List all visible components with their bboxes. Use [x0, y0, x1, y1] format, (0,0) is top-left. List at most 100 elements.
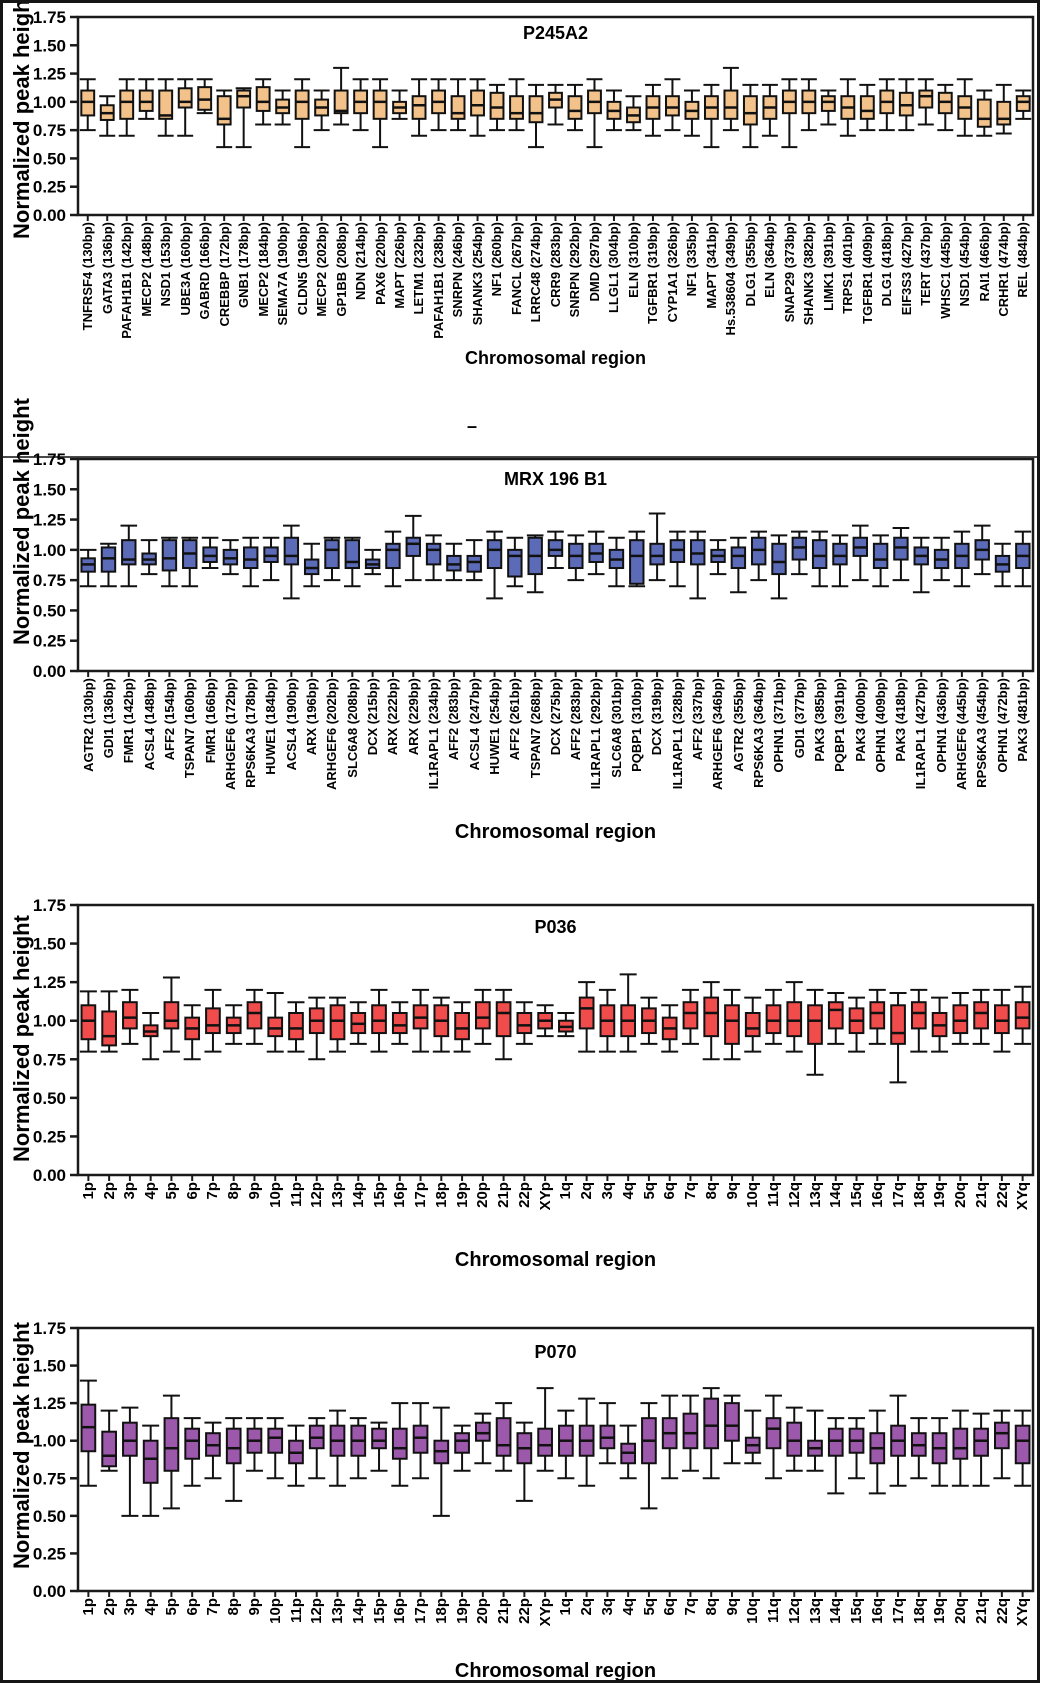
box-glyph [791, 530, 808, 677]
box-glyph [364, 548, 381, 677]
box-glyph [640, 996, 658, 1181]
x-tick-label: 4q [619, 1598, 637, 1616]
x-tick-label: RPS6KA3 (364bp) [750, 678, 766, 788]
panel-divider-line [3, 456, 1037, 458]
panel-title: P245A2 [523, 23, 588, 43]
iqr-box [101, 1010, 117, 1047]
box-glyph [547, 83, 564, 221]
box-glyph [384, 530, 402, 677]
iqr-box [994, 1421, 1010, 1450]
x-tick-label: 21p [495, 1182, 513, 1208]
y-tick-label: 0.25 [33, 178, 66, 197]
x-tick-label: 21q [972, 1598, 990, 1624]
box-glyph [892, 527, 910, 677]
box-glyph [79, 990, 97, 1181]
x-tick-label: 21q [972, 1182, 990, 1208]
x-tick-label: 1q [557, 1598, 575, 1616]
box-glyph [619, 1424, 637, 1597]
stray-dash-artifact: – [467, 416, 478, 436]
box-glyph [937, 83, 954, 221]
x-tick-label: IL1RAPL1 (292bp) [588, 678, 604, 790]
iqr-box [786, 1421, 803, 1457]
y-tick-label: 0.25 [33, 1544, 66, 1563]
iqr-box [723, 89, 739, 120]
box-glyph [453, 1001, 471, 1181]
box-glyph [235, 87, 252, 221]
iqr-box [765, 1004, 782, 1035]
y-tick-label: 0.50 [33, 1089, 66, 1108]
iqr-box [1014, 1424, 1031, 1465]
x-tick-label: 18p [432, 1598, 450, 1624]
x-axis-title-panel2: Chromosomal region [454, 821, 657, 843]
x-tick-label: 17p [412, 1598, 430, 1624]
x-tick-label: AFF2 (337bp) [690, 678, 706, 761]
x-tick-label: CRR9 (283bp) [547, 222, 563, 308]
box-glyph [118, 78, 135, 221]
x-tick-label: 8q [702, 1598, 720, 1616]
iqr-box [372, 89, 388, 120]
box-glyph [800, 78, 817, 221]
y-tick-label: 1.25 [33, 65, 66, 84]
box-glyph [161, 536, 178, 677]
box-glyph [953, 530, 971, 677]
x-tick-label: MECP2 (184bp) [255, 222, 271, 317]
iqr-box [1015, 95, 1031, 112]
box-glyph [868, 1409, 886, 1597]
x-axis-title-panel4: Chromosomal region [454, 1660, 657, 1682]
x-tick-label: CLDN5 (196bp) [294, 222, 310, 316]
x-tick-label: 7q [682, 1182, 700, 1200]
x-tick-label: Hs.538604 (349bp) [723, 222, 739, 336]
box-glyph [329, 1409, 347, 1597]
box-glyph [851, 524, 869, 677]
iqr-box [976, 98, 992, 128]
x-tick-label: ARHGEF6 (445bp) [954, 678, 970, 790]
box-glyph [450, 78, 467, 221]
x-tick-label: 2p [100, 1182, 118, 1200]
x-tick-label: OPHN1 (436bp) [933, 678, 949, 773]
box-glyph [910, 1417, 928, 1597]
iqr-box [142, 1439, 159, 1484]
x-tick-label: 9p [246, 1182, 263, 1200]
iqr-box [742, 95, 758, 126]
box-glyph [196, 78, 213, 221]
box-glyph [1014, 1409, 1032, 1597]
x-tick-label: 22q [993, 1182, 1011, 1208]
box-glyph [761, 83, 778, 221]
iqr-box [474, 1421, 491, 1442]
x-tick-label: PAK3 (385bp) [811, 678, 827, 762]
box-glyph [972, 1412, 990, 1597]
x-tick-label: 12q [785, 1598, 803, 1624]
box-glyph [445, 542, 463, 677]
x-tick-label: 9q [723, 1182, 741, 1200]
x-tick-label: 5p [162, 1182, 180, 1200]
iqr-box [391, 1012, 408, 1035]
x-tick-label: GDI1 (377bp) [791, 678, 807, 759]
x-tick-label: 20q [952, 1182, 970, 1208]
box-glyph [100, 990, 118, 1181]
iqr-box [454, 1012, 470, 1041]
box-glyph [425, 534, 442, 677]
x-tick-label: 15p [370, 1598, 388, 1624]
box-glyph [993, 1409, 1011, 1597]
panel-title: P036 [534, 917, 576, 937]
x-tick-label: AGTR2 (355bp) [730, 678, 746, 772]
box-glyph [469, 78, 486, 221]
box-glyph [1014, 985, 1032, 1181]
x-tick-label: 16q [868, 1182, 886, 1208]
box-glyph [648, 512, 666, 677]
x-tick-label: FMR1 (166bp) [202, 678, 218, 764]
y-tick-label: 1.75 [33, 8, 66, 27]
x-tick-label: TSPAN7 (160bp) [182, 678, 198, 779]
box-glyph [820, 89, 837, 221]
iqr-box [283, 536, 300, 566]
x-tick-label: 1q [557, 1182, 575, 1200]
x-tick-label: ELN (364bp) [762, 222, 778, 298]
x-tick-label: IL1RAPL1 (427bp) [913, 678, 929, 790]
box-glyph [266, 1417, 284, 1597]
box-glyph [411, 78, 428, 221]
x-tick-label: 12p [308, 1182, 326, 1208]
x-tick-label: SHANK3 (254bp) [469, 222, 485, 326]
x-tick-label: AFF2 (283bp) [568, 678, 584, 761]
box-glyph [951, 1409, 969, 1597]
